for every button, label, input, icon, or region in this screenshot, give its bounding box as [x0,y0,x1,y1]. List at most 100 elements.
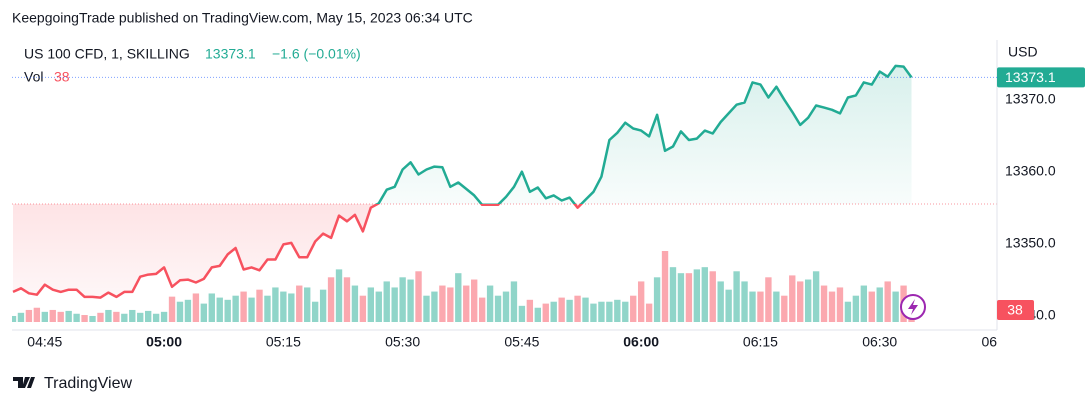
volume-bar [606,301,613,322]
volume-bar [105,309,112,322]
volume-bar [876,287,883,322]
volume-bar [351,285,359,322]
volume-bar [709,271,716,322]
volume-bar [335,269,343,322]
volume-bar [820,285,828,322]
volume-bar [542,303,549,322]
brand: TradingView [44,375,132,392]
volume-bar [526,299,534,322]
volume-tag-label: 38 [1007,302,1023,318]
last-price-tag [997,67,1085,88]
volume-bar [288,293,295,322]
volume-bar [892,291,899,322]
volume-bar [717,281,724,322]
currency: USD [1008,44,1038,60]
x-tick-label: 05:45 [504,334,539,350]
alert-icon[interactable] [900,294,926,320]
volume-bar [81,315,88,322]
volume-bar [65,310,72,322]
volume-bar [73,313,80,322]
volume-bar [431,291,438,322]
volume-bar [463,285,470,322]
volume-bar [804,279,812,322]
volume-bar [113,311,120,322]
volume-bar [884,281,891,322]
symbol: US 100 CFD, 1, SKILLING [24,46,190,62]
volume-bar [160,311,168,322]
volume-bar [558,297,565,322]
volume-bar [296,285,303,322]
volume-bar [152,313,160,322]
volume-bar [304,287,311,322]
volume-value: 38 [54,69,70,85]
volume-bar [137,312,144,322]
volume-bar [653,277,661,322]
volume-bar [781,295,788,322]
volume-bar [733,271,740,322]
volume-bar [327,277,335,322]
price-change: −1.6 (−0.01%) [272,46,361,62]
volume-bar [765,277,772,322]
x-tick-label: 05:30 [385,334,420,350]
volume-bar [622,301,629,322]
price-line [12,64,913,299]
volume-bar [518,305,526,322]
area-fill [13,65,912,298]
volume-bar [677,273,685,322]
volume-bar [471,279,478,322]
volume-bar [455,273,462,322]
logo [13,377,35,388]
x-tick-label: 05:00 [146,334,182,350]
volume-bar [192,293,200,322]
volume-bar [232,295,239,322]
volume-bar [741,281,748,322]
volume-bar [685,273,693,322]
volume-bar [216,297,223,322]
volume-bar [311,301,319,322]
volume-bar [41,311,48,322]
volume-bar [375,291,382,322]
volume-bar [399,277,406,322]
volume-bar [812,271,820,322]
volume-bar [280,291,287,322]
volume-bar [637,281,645,322]
volume-bar [168,296,176,322]
volume-bar [773,291,780,322]
volume-bar [12,315,17,322]
y-tick-label: 13370.0 [1005,90,1056,106]
volume-bar [176,301,184,322]
last-price-tag-label: 13373.1 [1005,69,1056,85]
volume-bar [447,287,454,322]
volume-bar [367,287,375,322]
volume-bar [828,291,836,322]
volume-bar [478,297,486,322]
volume-bar [598,301,605,322]
last-price: 13373.1 [205,46,256,62]
volume-bar [502,291,510,322]
volume-bar [510,281,518,322]
volume-bar [256,289,263,322]
volume-bar [645,303,653,322]
x-tick-label: 04:45 [27,334,62,350]
volume-bar [208,293,215,322]
volume-bar [860,285,868,322]
volume-bar [129,309,136,322]
x-tick-label: 05:15 [266,334,301,350]
volume-bar [49,309,56,322]
volume-bar [574,295,581,322]
x-tick-label: 06:15 [743,334,778,350]
volume-bar [439,285,446,322]
volume-bar [789,275,796,322]
volume-bar [264,295,271,322]
published-line: KeepgoingTrade published on TradingView.… [12,10,473,26]
volume-bar [33,307,41,322]
volume-bar [415,271,422,322]
volume-bar [25,309,33,322]
volume-label: Vol [24,69,43,85]
volume-bar [121,313,128,322]
volume-bar [57,311,64,322]
plot-area [12,64,997,322]
volume-bar [693,269,701,322]
volume-bar [661,251,669,322]
y-tick-label: 13360.0 [1005,162,1056,178]
